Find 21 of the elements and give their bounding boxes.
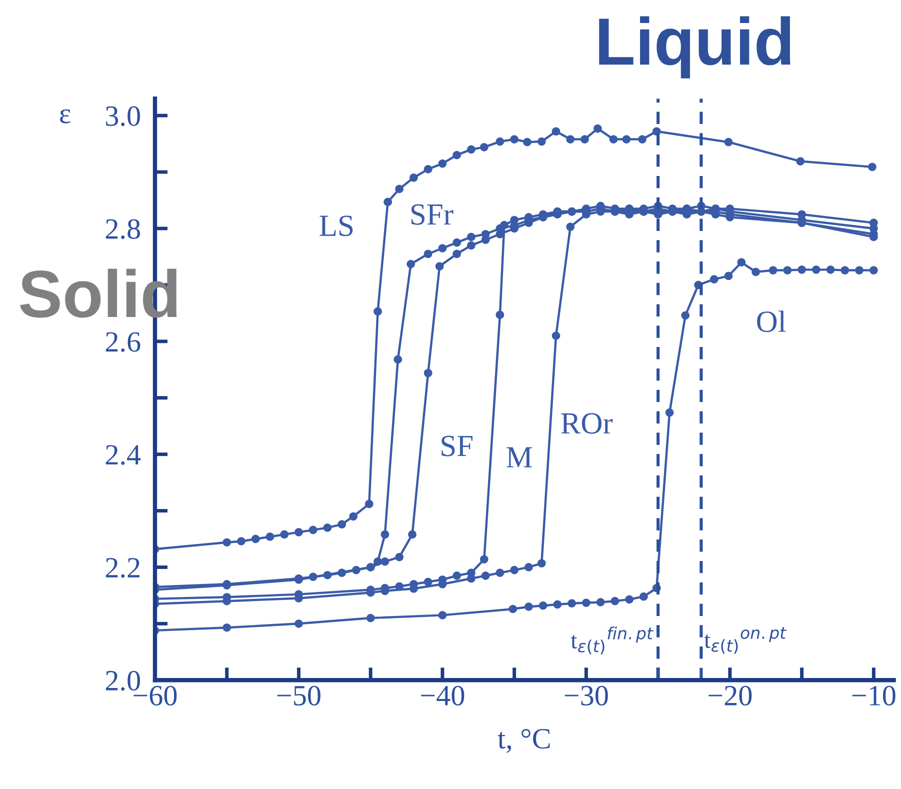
y-tick-label: 2.4 (106, 445, 141, 465)
series-label: Ol (757, 310, 786, 332)
x-tick-label: −50 (277, 686, 320, 706)
x-tick-label: −20 (708, 686, 752, 706)
x-tick-label: −40 (421, 686, 464, 706)
x-axis-title: t, °C (498, 728, 550, 753)
series-label: ROr (561, 413, 613, 434)
x-tick-label: −30 (564, 686, 608, 706)
series-label: LS (320, 216, 353, 236)
x-tick-label: −10 (852, 686, 896, 706)
ref-line-label: t$_{ε(t)}$$^{on.pt}$ (704, 627, 787, 654)
y-tick-label: 2.6 (106, 332, 140, 352)
series-label: SFr (411, 204, 454, 225)
y-tick-label: 3.0 (106, 106, 140, 126)
y-tick-label: 2.2 (106, 558, 140, 578)
ref-line-label: t$_{ε(t)}$$^{fin.pt}$ (570, 626, 654, 654)
y-tick-label: 2.8 (106, 219, 140, 240)
y-axis-title: ε (60, 109, 70, 124)
series-label: SF (442, 436, 472, 456)
text: Liquid (599, 16, 790, 78)
series-label: M (506, 447, 532, 468)
